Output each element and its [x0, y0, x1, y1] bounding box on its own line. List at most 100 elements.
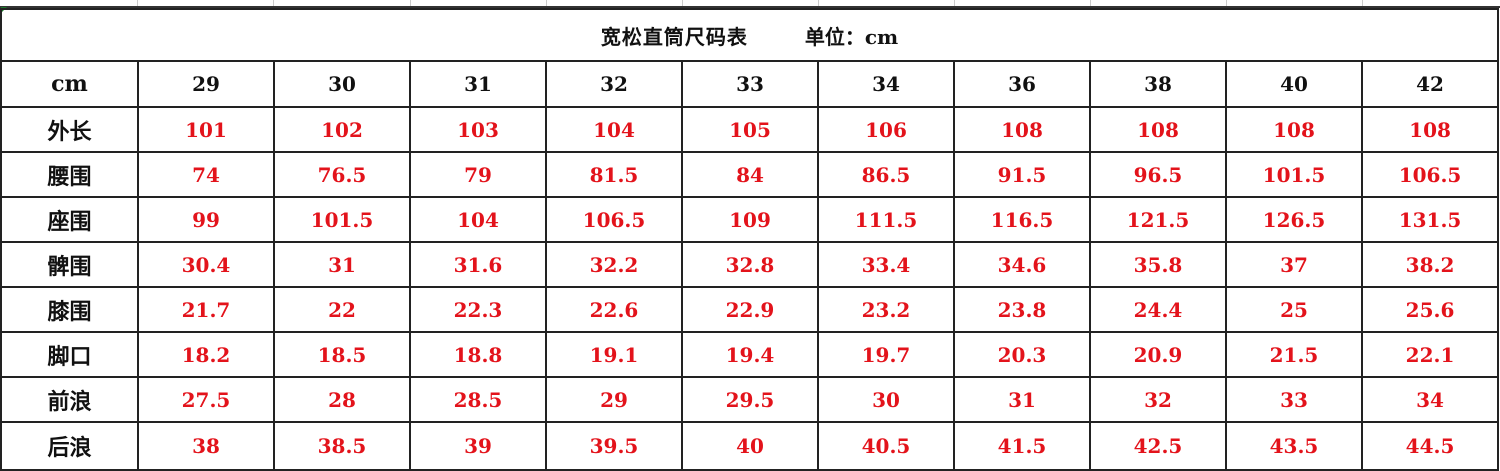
- value-cell[interactable]: 111.5: [817, 196, 955, 243]
- value-cell[interactable]: 29.5: [681, 376, 819, 423]
- value-cell[interactable]: 37: [1225, 241, 1363, 288]
- value-cell[interactable]: 32.8: [681, 241, 819, 288]
- value-cell[interactable]: 104: [409, 196, 547, 243]
- row-label-cell[interactable]: 外长: [0, 106, 139, 153]
- value-cell[interactable]: 22.9: [681, 286, 819, 333]
- value-cell[interactable]: 32.2: [545, 241, 683, 288]
- value-cell[interactable]: 31: [953, 376, 1091, 423]
- value-cell[interactable]: 40.5: [817, 421, 955, 471]
- value-cell[interactable]: 106.5: [1360, 151, 1500, 198]
- value-cell[interactable]: 33: [1225, 376, 1363, 423]
- value-cell[interactable]: 101: [137, 106, 275, 153]
- value-cell[interactable]: 79: [409, 151, 547, 198]
- value-cell[interactable]: 27.5: [137, 376, 275, 423]
- value-cell[interactable]: 22.1: [1360, 331, 1500, 378]
- value-cell[interactable]: 105: [681, 106, 819, 153]
- header-corner-cell[interactable]: cm: [0, 60, 139, 108]
- size-header-cell[interactable]: 32: [545, 60, 683, 108]
- value-cell[interactable]: 22: [273, 286, 411, 333]
- row-label-cell[interactable]: 髀围: [0, 241, 139, 288]
- value-cell[interactable]: 19.4: [681, 331, 819, 378]
- row-label-cell[interactable]: 座围: [0, 196, 139, 243]
- value-cell[interactable]: 40: [681, 421, 819, 471]
- row-label-cell[interactable]: 后浪: [0, 421, 139, 471]
- value-cell[interactable]: 34: [1360, 376, 1500, 423]
- value-cell[interactable]: 20.3: [953, 331, 1091, 378]
- value-cell[interactable]: 28.5: [409, 376, 547, 423]
- value-cell[interactable]: 86.5: [817, 151, 955, 198]
- value-cell[interactable]: 108: [1360, 106, 1500, 153]
- value-cell[interactable]: 116.5: [953, 196, 1091, 243]
- value-cell[interactable]: 18.2: [137, 331, 275, 378]
- value-cell[interactable]: 108: [1089, 106, 1227, 153]
- value-cell[interactable]: 25.6: [1360, 286, 1500, 333]
- value-cell[interactable]: 32: [1089, 376, 1227, 423]
- value-cell[interactable]: 18.8: [409, 331, 547, 378]
- value-cell[interactable]: 31.6: [409, 241, 547, 288]
- value-cell[interactable]: 25: [1225, 286, 1363, 333]
- value-cell[interactable]: 39: [409, 421, 547, 471]
- value-cell[interactable]: 74: [137, 151, 275, 198]
- title-cell[interactable]: 宽松直筒尺码表 单位：cm: [0, 8, 1500, 62]
- size-header-cell[interactable]: 38: [1089, 60, 1227, 108]
- row-label-cell[interactable]: 前浪: [0, 376, 139, 423]
- size-header-cell[interactable]: 30: [273, 60, 411, 108]
- value-cell[interactable]: 101.5: [1225, 151, 1363, 198]
- value-cell[interactable]: 28: [273, 376, 411, 423]
- value-cell[interactable]: 102: [273, 106, 411, 153]
- value-cell[interactable]: 19.7: [817, 331, 955, 378]
- value-cell[interactable]: 109: [681, 196, 819, 243]
- value-cell[interactable]: 20.9: [1089, 331, 1227, 378]
- size-header-cell[interactable]: 42: [1360, 60, 1500, 108]
- size-header-cell[interactable]: 31: [409, 60, 547, 108]
- value-cell[interactable]: 42.5: [1089, 421, 1227, 471]
- value-cell[interactable]: 131.5: [1360, 196, 1500, 243]
- value-cell[interactable]: 23.8: [953, 286, 1091, 333]
- value-cell[interactable]: 43.5: [1225, 421, 1363, 471]
- value-cell[interactable]: 84: [681, 151, 819, 198]
- value-cell[interactable]: 104: [545, 106, 683, 153]
- value-cell[interactable]: 108: [1225, 106, 1363, 153]
- value-cell[interactable]: 101.5: [273, 196, 411, 243]
- value-cell[interactable]: 21.7: [137, 286, 275, 333]
- size-header-cell[interactable]: 40: [1225, 60, 1363, 108]
- value-cell[interactable]: 76.5: [273, 151, 411, 198]
- value-cell[interactable]: 126.5: [1225, 196, 1363, 243]
- value-cell[interactable]: 30: [817, 376, 955, 423]
- value-cell[interactable]: 39.5: [545, 421, 683, 471]
- value-cell[interactable]: 24.4: [1089, 286, 1227, 333]
- value-cell[interactable]: 96.5: [1089, 151, 1227, 198]
- value-cell[interactable]: 33.4: [817, 241, 955, 288]
- value-cell[interactable]: 21.5: [1225, 331, 1363, 378]
- value-cell[interactable]: 18.5: [273, 331, 411, 378]
- value-cell[interactable]: 38.2: [1360, 241, 1500, 288]
- value-cell[interactable]: 108: [953, 106, 1091, 153]
- value-cell[interactable]: 106.5: [545, 196, 683, 243]
- value-cell[interactable]: 22.6: [545, 286, 683, 333]
- value-cell[interactable]: 38.5: [273, 421, 411, 471]
- value-cell[interactable]: 99: [137, 196, 275, 243]
- value-cell[interactable]: 23.2: [817, 286, 955, 333]
- value-cell[interactable]: 30.4: [137, 241, 275, 288]
- value-cell[interactable]: 44.5: [1360, 421, 1500, 471]
- value-cell[interactable]: 91.5: [953, 151, 1091, 198]
- value-cell[interactable]: 35.8: [1089, 241, 1227, 288]
- value-cell[interactable]: 106: [817, 106, 955, 153]
- value-cell[interactable]: 121.5: [1089, 196, 1227, 243]
- value-cell[interactable]: 29: [545, 376, 683, 423]
- value-cell[interactable]: 41.5: [953, 421, 1091, 471]
- row-label-cell[interactable]: 膝围: [0, 286, 139, 333]
- value-cell[interactable]: 38: [137, 421, 275, 471]
- size-header-cell[interactable]: 33: [681, 60, 819, 108]
- value-cell[interactable]: 34.6: [953, 241, 1091, 288]
- value-cell[interactable]: 22.3: [409, 286, 547, 333]
- value-cell[interactable]: 31: [273, 241, 411, 288]
- row-label-cell[interactable]: 腰围: [0, 151, 139, 198]
- size-header-cell[interactable]: 34: [817, 60, 955, 108]
- value-cell[interactable]: 103: [409, 106, 547, 153]
- value-cell[interactable]: 19.1: [545, 331, 683, 378]
- size-header-cell[interactable]: 29: [137, 60, 275, 108]
- value-cell[interactable]: 81.5: [545, 151, 683, 198]
- size-header-cell[interactable]: 36: [953, 60, 1091, 108]
- row-label-cell[interactable]: 脚口: [0, 331, 139, 378]
